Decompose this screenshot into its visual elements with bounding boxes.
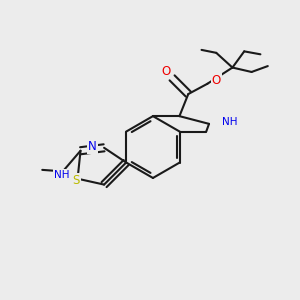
Text: S: S (72, 174, 80, 187)
Text: NH: NH (222, 117, 238, 128)
Text: O: O (212, 74, 221, 87)
Text: N: N (88, 140, 97, 153)
Text: NH: NH (54, 170, 69, 180)
Text: O: O (162, 65, 171, 79)
